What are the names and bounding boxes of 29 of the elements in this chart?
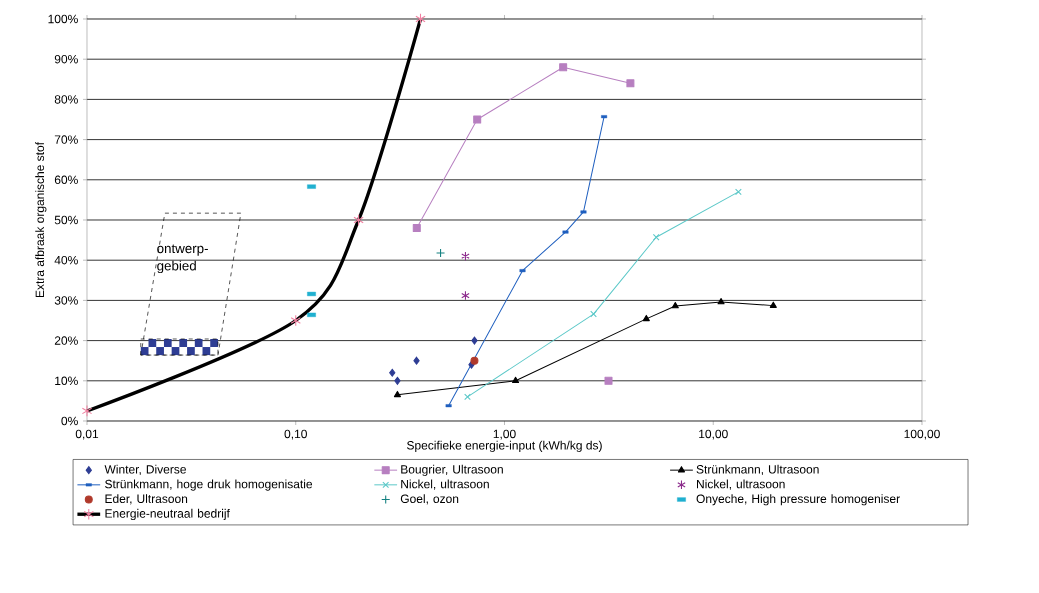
legend-label: Goel, ozon [400,494,459,505]
y-tick-label: 80% [54,95,78,104]
x-tick-label: 1,00 [493,429,516,440]
legend-label: Onyeche, High pressure homogeniser [696,494,900,506]
legend-label: Winter, Diverse [104,464,186,476]
y-tick-label: 60% [54,175,78,185]
legend-label: Eder, Ultrasoon [105,494,188,505]
y-tick-label: 30% [54,296,78,305]
x-tick-label: 100,00 [904,429,940,440]
legend-label: Energie-neutraal bedrijf [105,508,230,521]
legend-label: Strünkmann, Ultrasoon [696,464,819,476]
x-tick-label: 0,10 [284,429,307,440]
y-tick-label: 90% [54,54,78,64]
legend-label: Bougrier, Ultrasoon [401,464,503,476]
x-axis-title: Specifieke energie-input (kWh/kg ds) [406,440,602,452]
legend-label: Nickel, ultrasoon [401,479,489,490]
y-tick-label: 40% [54,255,78,265]
annotation: ontwerp-gebied [157,244,208,274]
legend-label: Nickel, ultrasoon [697,479,785,490]
y-tick-label: 20% [54,336,78,345]
y-tick-label: 0% [61,416,78,426]
y-tick-label: 50% [54,215,78,225]
y-tick-label: 70% [54,135,78,144]
x-tick-label: 10,00 [699,429,728,440]
legend-label: Strünkmann, hoge druk homogenisatie [105,479,313,491]
x-tick-label: 0,01 [75,429,99,440]
y-axis-title: Extra afbraak organische stof [35,141,47,298]
y-tick-label: 10% [55,376,78,386]
y-tick-label: 100% [48,14,78,24]
